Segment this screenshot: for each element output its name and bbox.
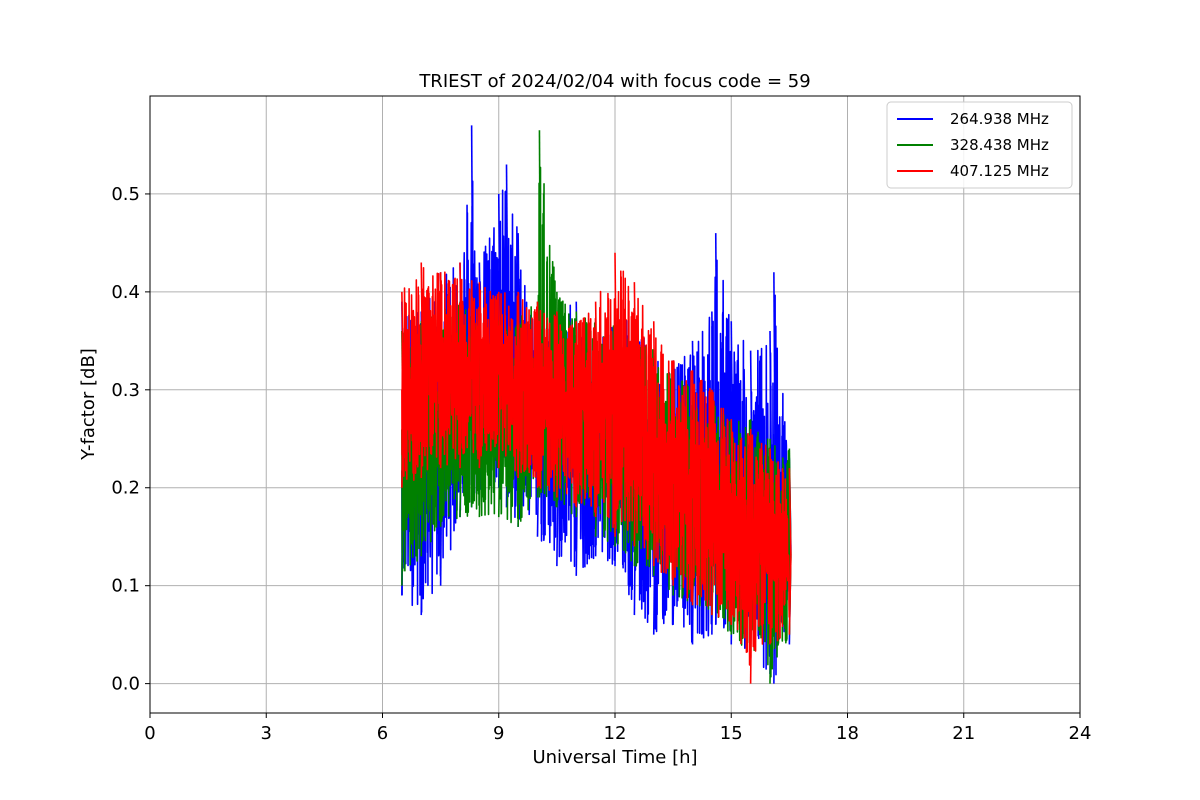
- x-tick-label: 3: [261, 723, 272, 744]
- x-axis-ticks: 0 3 6 9 12 15 18 21 24: [144, 713, 1091, 744]
- series-3-peak: [420, 262, 424, 381]
- series-3-trough: [401, 389, 405, 488]
- series-3-trough: [478, 380, 482, 469]
- chart-title: TRIEST of 2024/02/04 with focus code = 5…: [418, 71, 810, 92]
- series-2-trough: [459, 428, 463, 518]
- y-tick-label: 0.4: [111, 282, 140, 303]
- series-layer: [401, 125, 792, 684]
- series-3-trough: [788, 556, 792, 635]
- series-3-trough: [536, 389, 540, 488]
- legend-box: [886, 101, 1073, 189]
- series-3-peak: [633, 282, 637, 420]
- series-3-line: [401, 266, 791, 666]
- series-3-peak: [652, 321, 657, 449]
- series-3-peak: [556, 311, 560, 400]
- series-3-peak: [536, 301, 540, 390]
- series-2-trough: [439, 438, 443, 527]
- x-tick-label: 12: [604, 723, 627, 744]
- series-3-peak: [730, 419, 734, 518]
- legend-label-3: 407.125 MHz: [950, 162, 1049, 180]
- series-3-trough: [691, 487, 695, 606]
- series-3-peak: [594, 301, 598, 410]
- series-3-peak: [439, 272, 443, 371]
- y-tick-label: 0.3: [111, 380, 140, 401]
- series-3-trough: [459, 370, 463, 469]
- x-tick-label: 15: [720, 723, 743, 744]
- x-tick-label: 0: [144, 723, 155, 744]
- series-3-trough: [633, 419, 637, 547]
- series-3-trough: [497, 380, 502, 469]
- legend-label-1: 264.938 MHz: [950, 110, 1049, 128]
- series-3-peak: [497, 291, 502, 381]
- x-tick-label: 24: [1069, 723, 1092, 744]
- x-tick-label: 9: [493, 723, 504, 744]
- x-tick-label: 6: [377, 723, 388, 744]
- series-3-peak: [691, 370, 695, 488]
- y-axis-label: Y-factor [dB]: [78, 348, 99, 461]
- x-axis-label: Universal Time [h]: [532, 747, 697, 768]
- series-3-trough: [652, 448, 657, 567]
- series-3-peak: [711, 389, 715, 498]
- series-2-trough: [401, 468, 405, 586]
- series-3-trough: [575, 409, 579, 508]
- series-3-trough: [711, 497, 715, 616]
- series-3-peak: [459, 262, 463, 371]
- y-axis-ticks: 0.0 0.1 0.2 0.3 0.4 0.5: [111, 184, 150, 695]
- series-2-trough: [517, 438, 521, 527]
- series-3-peak: [672, 360, 676, 469]
- series-3-peak: [575, 321, 579, 410]
- series-3-trough: [556, 399, 560, 498]
- series-3-peak: [517, 291, 521, 390]
- series-3-peak: [769, 448, 773, 547]
- series-3-trace: [401, 252, 792, 684]
- legend: 264.938 MHz 328.438 MHz 407.125 MHz: [886, 101, 1073, 189]
- series-3-trough: [420, 380, 424, 478]
- y-tick-label: 0.2: [111, 478, 140, 499]
- series-2-trough: [420, 458, 424, 557]
- series-1-peak: [714, 233, 719, 459]
- series-3-trough: [769, 546, 773, 645]
- series-1-peak: [505, 164, 509, 351]
- series-3-peak: [788, 468, 792, 557]
- series-3-trough: [614, 409, 618, 537]
- series-3-trough: [730, 517, 734, 625]
- series-3-peak: [478, 282, 482, 381]
- y-tick-label: 0.0: [111, 674, 140, 695]
- series-3-trough: [749, 536, 753, 684]
- x-tick-label: 18: [836, 723, 859, 744]
- series-3-peak: [401, 291, 405, 390]
- y-tick-label: 0.5: [111, 184, 140, 205]
- series-3-trough: [517, 389, 521, 478]
- series-3-trough: [439, 370, 443, 469]
- legend-label-2: 328.438 MHz: [950, 136, 1049, 154]
- series-3-peak: [614, 252, 618, 410]
- series-3-trough: [672, 468, 676, 586]
- series-2-trough: [497, 428, 502, 518]
- y-tick-label: 0.1: [111, 576, 140, 597]
- series-3-peak: [749, 428, 753, 537]
- x-tick-label: 21: [952, 723, 975, 744]
- series-3-trough: [594, 409, 598, 518]
